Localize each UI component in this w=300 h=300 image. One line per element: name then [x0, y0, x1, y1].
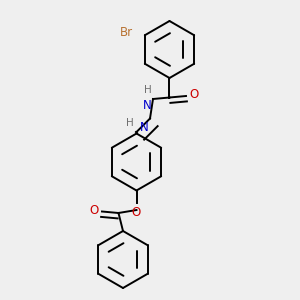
- Text: O: O: [89, 203, 98, 217]
- Text: O: O: [189, 88, 198, 101]
- Text: H: H: [126, 118, 134, 128]
- Text: O: O: [132, 206, 141, 218]
- Text: H: H: [144, 85, 152, 95]
- Text: Br: Br: [120, 26, 133, 39]
- Text: N: N: [140, 121, 148, 134]
- Text: N: N: [143, 99, 152, 112]
